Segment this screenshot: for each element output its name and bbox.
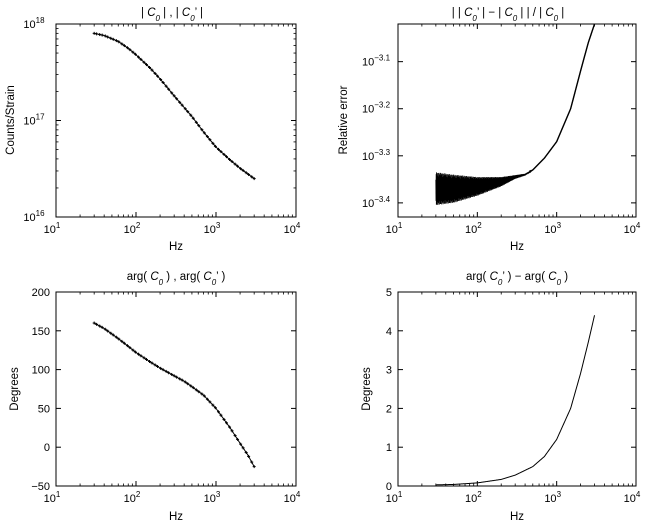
x-tick-label: 101 xyxy=(386,490,403,505)
x-tick-label: 104 xyxy=(284,221,301,236)
lines-magnitude xyxy=(92,31,256,181)
series-line-solid xyxy=(94,32,255,180)
x-tick-label: 104 xyxy=(624,490,641,505)
axes-frame-phase xyxy=(55,291,297,487)
panel-phase: arg( C0 ) , arg( C0’ ) 101 102 103 104 −50 0 5… xyxy=(9,271,301,523)
ylabel-relative-error: Relative error xyxy=(338,85,350,154)
axes-frame-magnitude xyxy=(55,23,297,218)
x-tick-label: 103 xyxy=(544,490,561,505)
y-tick-label: 2 xyxy=(386,403,392,415)
y-tick-label: 0 xyxy=(44,442,50,454)
xlabel-relative-error: Hz xyxy=(510,241,524,253)
y-tick-label: 0 xyxy=(386,481,392,493)
ylabel-phase-difference: Degrees xyxy=(361,367,373,411)
panel-relative-error: | | C0’ | − | C0 | | / | C0 | 101 102 103 1… xyxy=(338,7,641,253)
ticks-magnitude: 101 102 103 104 1016 1017 1018 xyxy=(23,16,300,236)
ticks-phase-difference: 101 102 103 104 0 1 2 3 4 5 xyxy=(386,287,641,505)
x-tick-label: 102 xyxy=(124,221,141,236)
title-phase: arg( C0 ) , arg( C0’ ) xyxy=(127,271,226,287)
xlabel-phase: Hz xyxy=(169,511,183,523)
y-tick-label: 10−3.1 xyxy=(362,54,391,69)
x-tick-label: 104 xyxy=(284,490,301,505)
y-tick-label: 10−3.2 xyxy=(362,101,391,116)
x-tick-label: 104 xyxy=(624,221,641,236)
panel-magnitude: | C0 | , | C0’ | 101 102 103 10410161017101… xyxy=(5,7,301,253)
series-line-noisy xyxy=(435,23,595,205)
lines-phase xyxy=(92,321,256,469)
panel-phase-difference: arg( C0’ ) − arg( C0 ) 101 102 103 104 0 1 2 3 4… xyxy=(361,271,641,523)
x-tick-label: 101 xyxy=(386,221,403,236)
title-phase-difference: arg( C0’ ) − arg( C0 ) xyxy=(466,271,568,287)
y-tick-label: 1018 xyxy=(23,16,45,31)
x-tick-label: 101 xyxy=(44,221,61,236)
y-tick-label: 3 xyxy=(386,365,392,377)
series-line-solid xyxy=(435,315,596,486)
y-tick-label: 1 xyxy=(386,442,392,454)
y-tick-label: 10−3.3 xyxy=(362,148,391,163)
x-tick-label: 101 xyxy=(44,490,61,505)
y-tick-label: 100 xyxy=(32,365,50,377)
series-line xyxy=(435,23,596,190)
ylabel-magnitude: Counts/Strain xyxy=(5,85,17,155)
y-tick-label: 5 xyxy=(386,287,392,299)
y-tick-label: 1017 xyxy=(23,113,45,128)
y-tick-label: 1016 xyxy=(23,209,45,224)
x-tick-label: 102 xyxy=(465,490,482,505)
xlabel-phase-difference: Hz xyxy=(510,511,524,523)
y-tick-label: 4 xyxy=(386,326,392,338)
lines-phase-difference xyxy=(435,315,596,486)
axes-frame-relative-error xyxy=(397,23,637,218)
y-tick-label: 150 xyxy=(32,326,50,338)
y-tick-label: 50 xyxy=(38,403,50,415)
lines-relative-error xyxy=(435,23,596,205)
title-magnitude: | C0 | , | C0’ | xyxy=(141,7,203,23)
x-tick-label: 103 xyxy=(204,221,221,236)
series-line-solid xyxy=(93,322,255,467)
x-tick-label: 103 xyxy=(204,490,221,505)
xlabel-magnitude: Hz xyxy=(169,241,183,253)
ylabel-phase: Degrees xyxy=(9,367,21,411)
axes-frame-phase-difference xyxy=(397,291,637,487)
x-tick-label: 103 xyxy=(544,221,561,236)
title-relative-error: | | C0’ | − | C0 | | / | C0 | xyxy=(452,7,565,23)
ticks-relative-error: 101 102 103 104 10−3.1 10−3.2 10−3.3 10−3.4 xyxy=(362,24,641,236)
x-tick-label: 102 xyxy=(124,490,141,505)
y-tick-label: 10−3.4 xyxy=(362,195,391,210)
y-tick-label: 200 xyxy=(32,287,50,299)
y-tick-label: −50 xyxy=(31,481,50,493)
x-tick-label: 102 xyxy=(465,221,482,236)
ticks-phase: 101 102 103 104 −50 0 50 100 150 200 xyxy=(31,287,301,505)
